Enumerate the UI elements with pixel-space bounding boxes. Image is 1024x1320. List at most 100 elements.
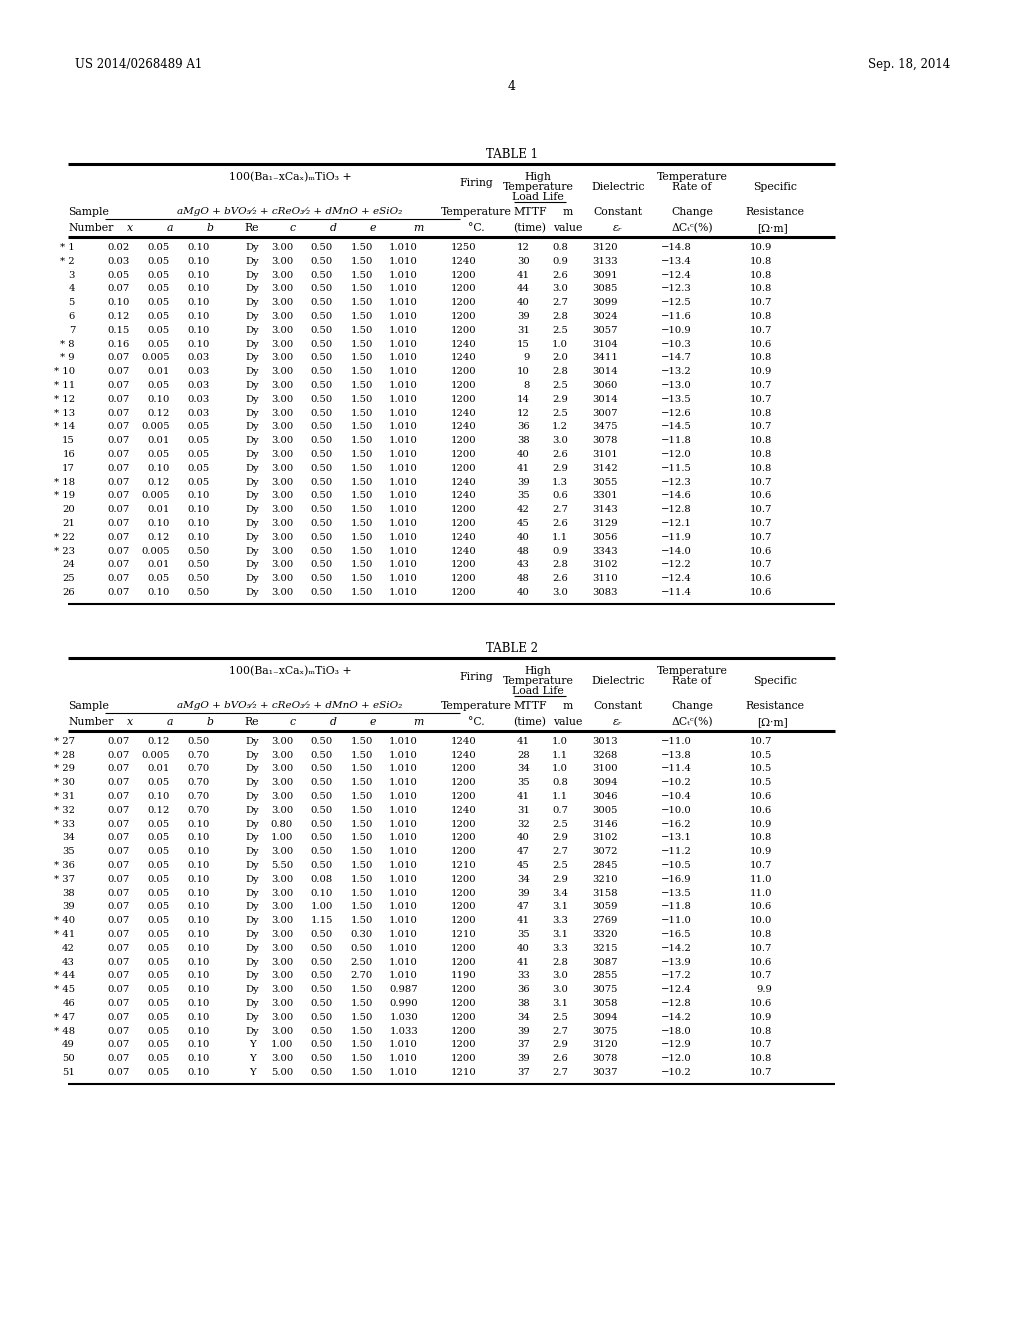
- Text: −11.0: −11.0: [662, 916, 692, 925]
- Text: 3.0: 3.0: [552, 284, 568, 293]
- Text: x: x: [127, 717, 133, 727]
- Text: 0.50: 0.50: [310, 519, 333, 528]
- Text: 34: 34: [62, 833, 75, 842]
- Text: 0.8: 0.8: [552, 243, 568, 252]
- Text: 0.10: 0.10: [187, 847, 210, 857]
- Text: 1240: 1240: [451, 546, 476, 556]
- Text: Dy: Dy: [245, 792, 259, 801]
- Text: 0.9: 0.9: [552, 546, 568, 556]
- Text: 0.07: 0.07: [108, 1055, 130, 1063]
- Text: 1.010: 1.010: [389, 764, 418, 774]
- Text: Dielectric: Dielectric: [591, 182, 645, 191]
- Text: 1200: 1200: [451, 326, 476, 335]
- Text: 3014: 3014: [592, 395, 618, 404]
- Text: 0.07: 0.07: [108, 903, 130, 911]
- Text: 1.010: 1.010: [389, 903, 418, 911]
- Text: 0.07: 0.07: [108, 436, 130, 445]
- Text: 2.8: 2.8: [552, 561, 568, 569]
- Text: 3215: 3215: [592, 944, 618, 953]
- Text: 0.07: 0.07: [108, 792, 130, 801]
- Text: −16.5: −16.5: [662, 931, 692, 939]
- Text: * 37: * 37: [54, 875, 75, 884]
- Text: Dy: Dy: [245, 519, 259, 528]
- Text: 48: 48: [517, 574, 530, 583]
- Text: 10.9: 10.9: [750, 367, 772, 376]
- Text: aMgO + bVO₅⁄₂ + cReO₃⁄₂ + dMnO + eSiO₂: aMgO + bVO₅⁄₂ + cReO₃⁄₂ + dMnO + eSiO₂: [177, 701, 402, 710]
- Text: 1.50: 1.50: [350, 1012, 373, 1022]
- Text: 0.03: 0.03: [187, 381, 210, 389]
- Text: 35: 35: [517, 931, 530, 939]
- Text: 1.010: 1.010: [389, 409, 418, 417]
- Text: 1200: 1200: [451, 985, 476, 994]
- Text: Change: Change: [671, 207, 713, 216]
- Text: 1.50: 1.50: [350, 847, 373, 857]
- Text: 1.50: 1.50: [350, 805, 373, 814]
- Text: 1240: 1240: [451, 339, 476, 348]
- Text: * 1: * 1: [60, 243, 75, 252]
- Text: 31: 31: [517, 326, 530, 335]
- Text: 0.05: 0.05: [187, 463, 210, 473]
- Text: Dy: Dy: [245, 972, 259, 981]
- Text: Dy: Dy: [245, 888, 259, 898]
- Text: 10.6: 10.6: [750, 792, 772, 801]
- Text: Re: Re: [245, 717, 259, 727]
- Text: 2.8: 2.8: [552, 367, 568, 376]
- Text: 2.5: 2.5: [552, 820, 568, 829]
- Text: 10.7: 10.7: [750, 533, 772, 541]
- Text: 12: 12: [517, 243, 530, 252]
- Text: 10.8: 10.8: [750, 409, 772, 417]
- Text: 3046: 3046: [593, 792, 618, 801]
- Text: 1.50: 1.50: [350, 1040, 373, 1049]
- Text: 4: 4: [69, 284, 75, 293]
- Text: 2.6: 2.6: [552, 1055, 568, 1063]
- Text: 3.1: 3.1: [552, 999, 568, 1008]
- Text: 42: 42: [517, 506, 530, 515]
- Text: 3143: 3143: [592, 506, 618, 515]
- Text: * 30: * 30: [54, 779, 75, 787]
- Text: 1.010: 1.010: [389, 875, 418, 884]
- Text: 3.0: 3.0: [552, 972, 568, 981]
- Text: −18.0: −18.0: [662, 1027, 692, 1036]
- Text: 10.7: 10.7: [750, 326, 772, 335]
- Text: 0.05: 0.05: [147, 1068, 170, 1077]
- Text: 40: 40: [517, 587, 530, 597]
- Text: 10.5: 10.5: [750, 779, 772, 787]
- Text: 15: 15: [62, 436, 75, 445]
- Text: 3301: 3301: [592, 491, 618, 500]
- Text: 0.07: 0.07: [108, 888, 130, 898]
- Text: 34: 34: [517, 875, 530, 884]
- Text: 0.50: 0.50: [310, 833, 333, 842]
- Text: 1.010: 1.010: [389, 271, 418, 280]
- Text: 0.05: 0.05: [147, 985, 170, 994]
- Text: 3268: 3268: [593, 751, 618, 759]
- Text: 5.50: 5.50: [270, 861, 293, 870]
- Text: Dy: Dy: [245, 243, 259, 252]
- Text: 1.010: 1.010: [389, 326, 418, 335]
- Text: 1.50: 1.50: [350, 985, 373, 994]
- Text: 9.9: 9.9: [756, 985, 772, 994]
- Text: −14.0: −14.0: [662, 546, 692, 556]
- Text: 3083: 3083: [593, 587, 618, 597]
- Text: 20: 20: [62, 506, 75, 515]
- Text: 3120: 3120: [592, 243, 618, 252]
- Text: 0.50: 0.50: [310, 354, 333, 363]
- Text: 0.50: 0.50: [310, 931, 333, 939]
- Text: 3.00: 3.00: [270, 339, 293, 348]
- Text: 34: 34: [517, 1012, 530, 1022]
- Text: 3.00: 3.00: [270, 546, 293, 556]
- Text: 1.50: 1.50: [350, 903, 373, 911]
- Text: 17: 17: [62, 463, 75, 473]
- Text: 0.10: 0.10: [108, 298, 130, 308]
- Text: 0.50: 0.50: [310, 422, 333, 432]
- Text: 1.50: 1.50: [350, 409, 373, 417]
- Text: 1.50: 1.50: [350, 506, 373, 515]
- Text: 0.7: 0.7: [552, 805, 568, 814]
- Text: 0.10: 0.10: [187, 861, 210, 870]
- Text: 0.50: 0.50: [310, 805, 333, 814]
- Text: 2.7: 2.7: [552, 1027, 568, 1036]
- Text: Dy: Dy: [245, 931, 259, 939]
- Text: 2.6: 2.6: [552, 271, 568, 280]
- Text: 45: 45: [517, 861, 530, 870]
- Text: 1.010: 1.010: [389, 339, 418, 348]
- Text: 0.50: 0.50: [187, 561, 210, 569]
